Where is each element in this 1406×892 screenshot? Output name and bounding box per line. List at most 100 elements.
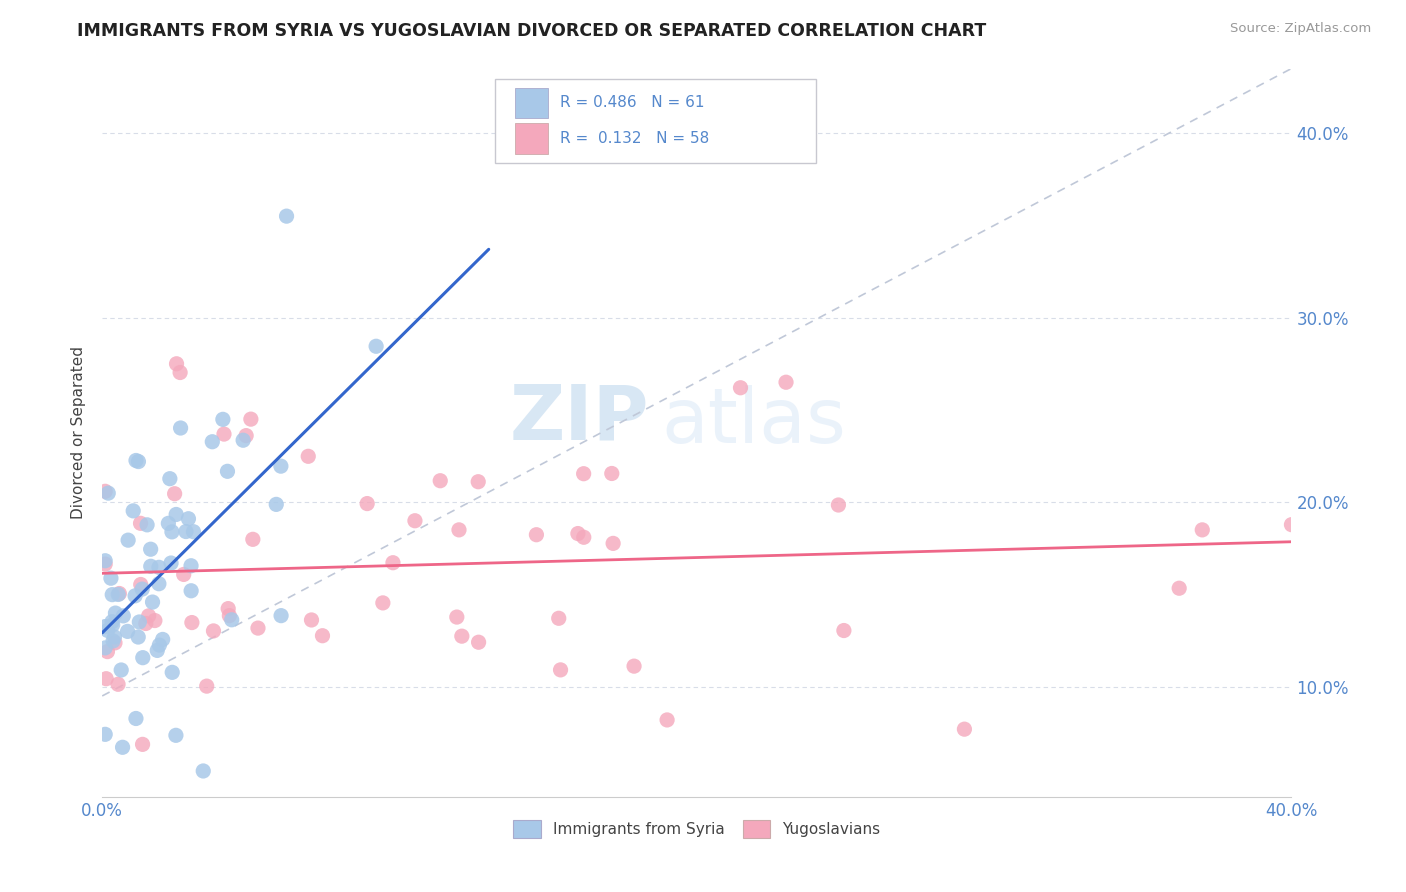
Point	[177, 512, 200, 526]
Point	[124, 589, 146, 603]
Point	[131, 582, 153, 596]
Bar	[515, 87, 548, 119]
Point	[193, 764, 215, 778]
Point	[180, 558, 202, 573]
Point	[1191, 523, 1213, 537]
Point	[450, 629, 472, 643]
Point	[218, 608, 240, 623]
Point	[567, 526, 589, 541]
Point	[366, 339, 388, 353]
Point	[655, 713, 678, 727]
Point	[183, 524, 205, 539]
Point	[148, 576, 170, 591]
Point	[129, 516, 152, 531]
Point	[100, 571, 122, 585]
Point	[111, 740, 134, 755]
Point	[212, 412, 235, 426]
Point	[94, 727, 117, 741]
Point	[94, 619, 117, 633]
Text: R =  0.132   N = 58: R = 0.132 N = 58	[560, 131, 709, 145]
Point	[107, 677, 129, 691]
Point	[101, 615, 124, 629]
Point	[221, 613, 243, 627]
Point	[730, 381, 752, 395]
Point	[166, 357, 188, 371]
Point	[547, 611, 569, 625]
Text: Source: ZipAtlas.com: Source: ZipAtlas.com	[1230, 22, 1371, 36]
Point	[180, 583, 202, 598]
Y-axis label: Divorced or Separated: Divorced or Separated	[72, 346, 86, 519]
Bar	[515, 123, 548, 153]
Point	[270, 608, 292, 623]
Point	[311, 629, 333, 643]
Point	[160, 556, 183, 570]
Point	[136, 517, 159, 532]
Point	[165, 728, 187, 742]
Point	[173, 567, 195, 582]
Point	[160, 665, 183, 680]
Point	[264, 497, 287, 511]
Point	[139, 542, 162, 557]
Point	[163, 486, 186, 500]
Point	[467, 635, 489, 649]
Point	[202, 624, 225, 638]
Point	[446, 610, 468, 624]
Point	[526, 527, 548, 541]
Point	[125, 453, 148, 467]
Point	[235, 428, 257, 442]
Point	[141, 595, 163, 609]
Point	[108, 586, 131, 600]
Point	[135, 616, 157, 631]
Point	[180, 615, 202, 630]
Point	[101, 634, 124, 648]
Point	[1168, 581, 1191, 595]
Point	[371, 596, 394, 610]
Point	[94, 557, 117, 571]
Point	[97, 486, 120, 500]
Point	[112, 608, 135, 623]
Point	[157, 516, 180, 531]
Point	[169, 421, 191, 435]
Point	[246, 621, 269, 635]
Legend: Immigrants from Syria, Yugoslavians: Immigrants from Syria, Yugoslavians	[508, 814, 887, 845]
Point	[146, 643, 169, 657]
Text: R = 0.486   N = 61: R = 0.486 N = 61	[560, 95, 704, 110]
Point	[467, 475, 489, 489]
Point	[600, 467, 623, 481]
Point	[217, 464, 239, 478]
Point	[447, 523, 470, 537]
Text: IMMIGRANTS FROM SYRIA VS YUGOSLAVIAN DIVORCED OR SEPARATED CORRELATION CHART: IMMIGRANTS FROM SYRIA VS YUGOSLAVIAN DIV…	[77, 22, 987, 40]
Point	[152, 632, 174, 647]
Point	[381, 556, 404, 570]
Point	[270, 459, 292, 474]
Point	[201, 434, 224, 449]
Point	[301, 613, 323, 627]
Point	[232, 434, 254, 448]
Text: ZIP: ZIP	[510, 382, 650, 456]
Point	[96, 672, 118, 686]
Point	[103, 630, 125, 644]
Point	[104, 636, 127, 650]
Point	[159, 472, 181, 486]
Point	[101, 588, 124, 602]
Point	[117, 533, 139, 548]
Point	[1281, 517, 1303, 532]
Point	[550, 663, 572, 677]
Point	[165, 508, 187, 522]
Point	[148, 638, 170, 652]
FancyBboxPatch shape	[495, 79, 815, 163]
Point	[217, 601, 239, 615]
Point	[128, 615, 150, 629]
Point	[117, 624, 139, 639]
Point	[404, 514, 426, 528]
Point	[276, 209, 298, 223]
Text: atlas: atlas	[661, 385, 846, 459]
Point	[242, 533, 264, 547]
Point	[827, 498, 849, 512]
Point	[174, 524, 197, 539]
Point	[602, 536, 624, 550]
Point	[429, 474, 451, 488]
Point	[122, 504, 145, 518]
Point	[94, 484, 117, 499]
Point	[169, 366, 191, 380]
